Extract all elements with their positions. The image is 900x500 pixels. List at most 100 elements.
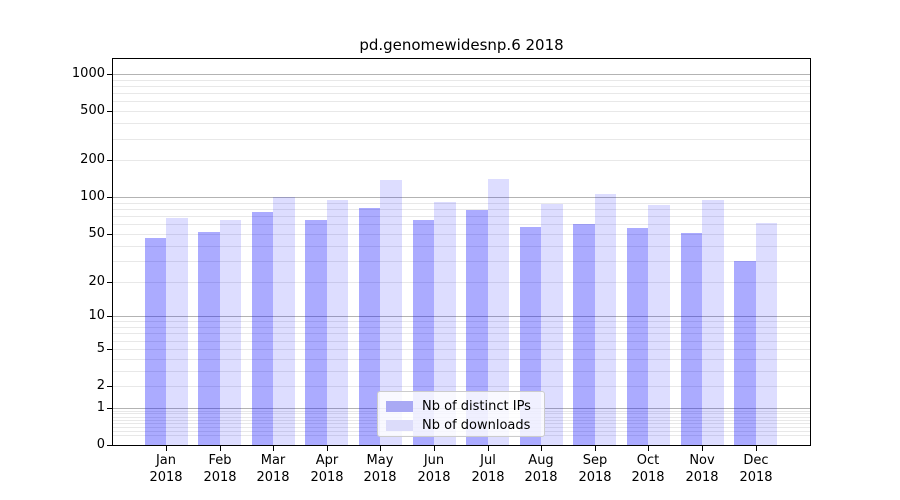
x-tick-month: Mar — [260, 453, 286, 468]
y-tick-mark — [107, 234, 112, 235]
bar-jan-distinct-ips — [144, 238, 166, 445]
x-tick-month: Oct — [636, 453, 660, 468]
x-tick-year: 2018 — [739, 470, 773, 485]
x-tick-month: Jan — [155, 453, 177, 468]
bar-may-distinct-ips — [358, 208, 381, 445]
y-tick-mark — [107, 386, 112, 387]
x-tick-mark — [220, 446, 221, 451]
minor-gridline — [113, 123, 810, 124]
x-tick-year: 2018 — [685, 470, 719, 485]
x-tick-year: 2018 — [578, 470, 612, 485]
bar-nov-downloads — [702, 200, 724, 445]
chart-title: pd.genomewidesnp.6 2018 — [359, 36, 564, 54]
y-tick-label: 10 — [88, 308, 105, 323]
y-tick-mark — [107, 111, 112, 112]
y-tick-mark — [107, 316, 112, 317]
y-tick-label: 0 — [96, 437, 105, 452]
y-tick-label: 5 — [96, 341, 105, 356]
bar-jul-distinct-ips — [466, 209, 488, 445]
legend-label-distinct-ips: Nb of distinct IPs — [422, 398, 531, 414]
minor-gridline — [113, 216, 810, 217]
x-tick-label: Oct 2018 — [613, 452, 683, 486]
x-tick-label: May 2018 — [345, 452, 415, 486]
x-tick-mark — [380, 446, 381, 451]
y-tick-label: 50 — [88, 226, 105, 241]
y-tick-label: 200 — [80, 152, 105, 167]
x-tick-mark — [327, 446, 328, 451]
bar-oct-distinct-ips — [626, 227, 649, 445]
bar-aug-distinct-ips — [519, 226, 542, 445]
x-tick-year: 2018 — [363, 470, 397, 485]
x-tick-label: Dec 2018 — [721, 452, 791, 486]
x-tick-year: 2018 — [631, 470, 665, 485]
bar-may-downloads — [380, 180, 402, 445]
x-tick-mark — [595, 446, 596, 451]
bar-jul-downloads — [487, 178, 510, 445]
legend-item-distinct-ips: Nb of distinct IPs — [386, 397, 536, 415]
x-tick-year: 2018 — [417, 470, 451, 485]
bar-jun-distinct-ips — [412, 220, 434, 445]
bar-nov-distinct-ips — [680, 232, 702, 445]
plot-area — [112, 58, 811, 446]
y-tick-label: 1000 — [71, 66, 105, 81]
bar-apr-downloads — [326, 199, 349, 445]
minor-gridline — [113, 86, 810, 87]
bar-feb-distinct-ips — [198, 231, 220, 445]
y-tick-mark — [107, 349, 112, 350]
y-tick-label: 2 — [96, 378, 105, 393]
y-tick-label: 100 — [80, 189, 105, 204]
x-tick-year: 2018 — [471, 470, 505, 485]
x-tick-label: Jul 2018 — [453, 452, 523, 486]
x-tick-mark — [166, 446, 167, 451]
bar-jun-downloads — [434, 202, 456, 445]
y-tick-mark — [107, 282, 112, 283]
bar-sep-distinct-ips — [573, 224, 595, 445]
x-tick-label: Jun 2018 — [399, 452, 469, 486]
minor-gridline — [113, 371, 810, 372]
minor-gridline — [113, 246, 810, 247]
bar-mar-distinct-ips — [251, 212, 274, 445]
y-tick-label: 1 — [96, 400, 105, 415]
major-gridline — [113, 74, 810, 75]
minor-gridline — [113, 139, 810, 140]
x-tick-year: 2018 — [310, 470, 344, 485]
x-tick-month: Feb — [208, 453, 232, 468]
legend-swatch-distinct-ips-icon — [386, 400, 413, 412]
minor-gridline — [113, 80, 810, 81]
x-tick-month: Nov — [689, 453, 715, 468]
x-tick-month: May — [366, 453, 394, 468]
x-tick-label: Nov 2018 — [667, 452, 737, 486]
bar-jan-downloads — [166, 217, 188, 445]
x-tick-month: Apr — [315, 453, 339, 468]
minor-gridline — [113, 234, 810, 235]
x-tick-mark — [648, 446, 649, 451]
minor-gridline — [113, 359, 810, 360]
bar-oct-downloads — [648, 205, 670, 445]
y-tick-mark — [107, 197, 112, 198]
major-gridline — [113, 316, 810, 317]
bar-dec-distinct-ips — [734, 260, 756, 445]
x-tick-year: 2018 — [256, 470, 290, 485]
minor-gridline — [113, 349, 810, 350]
legend-label-downloads: Nb of downloads — [422, 417, 531, 433]
minor-gridline — [113, 333, 810, 334]
y-tick-mark — [107, 160, 112, 161]
major-gridline — [113, 197, 810, 198]
bar-dec-downloads — [755, 223, 778, 445]
y-tick-label: 20 — [88, 274, 105, 289]
minor-gridline — [113, 93, 810, 94]
x-tick-month: Aug — [528, 453, 554, 468]
minor-gridline — [113, 386, 810, 387]
x-tick-mark — [273, 446, 274, 451]
bar-feb-downloads — [219, 220, 242, 445]
x-tick-month: Sep — [582, 453, 608, 468]
minor-gridline — [113, 321, 810, 322]
minor-gridline — [113, 224, 810, 225]
x-tick-label: Apr 2018 — [292, 452, 362, 486]
minor-gridline — [113, 101, 810, 102]
minor-gridline — [113, 327, 810, 328]
minor-gridline — [113, 261, 810, 262]
legend-item-downloads: Nb of downloads — [386, 416, 536, 434]
x-tick-year: 2018 — [149, 470, 183, 485]
